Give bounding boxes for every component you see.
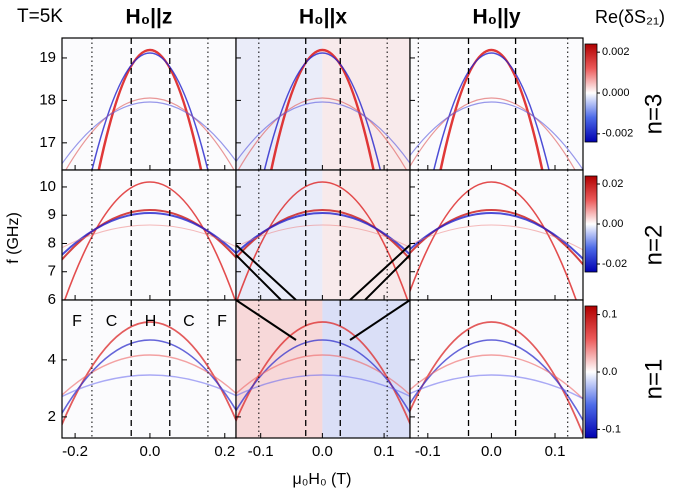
y-tick-label: 10 <box>39 178 56 195</box>
spectrum-trace <box>62 224 236 249</box>
x-tick-label: 0.0 <box>481 443 502 460</box>
panel <box>410 300 583 438</box>
colorbar-tick-label: 0.1 <box>602 309 617 321</box>
spectrum-trace <box>410 354 583 400</box>
y-tick-label: 19 <box>39 49 56 66</box>
spectrum-trace <box>237 97 408 170</box>
spectrum-trace <box>410 212 583 261</box>
x-tick-label: -0.1 <box>248 443 274 460</box>
spectrum-trace <box>236 354 410 396</box>
spectrum-trace <box>236 244 410 300</box>
bg-tint <box>322 170 410 300</box>
x-tick-label: 0.2 <box>214 443 235 460</box>
region-label: C <box>183 313 195 330</box>
colorbar <box>584 305 598 439</box>
spectrum-trace <box>62 209 236 262</box>
panel <box>62 300 236 438</box>
spectrum-trace <box>410 209 583 267</box>
spectrum-trace <box>410 101 583 170</box>
region-label: H <box>145 313 157 330</box>
colorbar-tick-label: -0.002 <box>602 128 633 140</box>
y-axis-label: f (GHz) <box>5 212 22 264</box>
y-tick-label: 8 <box>48 234 56 251</box>
spectrum-trace <box>62 212 236 257</box>
row-label: n=1 <box>640 359 667 400</box>
spectrum-trace <box>97 48 203 170</box>
panel <box>62 170 236 300</box>
spectrum-trace <box>236 374 410 398</box>
column-title: H₀||y <box>472 6 520 29</box>
colorbar-tick-label: 0.0 <box>602 366 617 378</box>
y-tick-label: 2 <box>48 408 56 425</box>
y-tick-label: 7 <box>48 263 56 280</box>
colorbar <box>584 175 598 273</box>
colorbar-tick-label: -0.1 <box>602 423 621 435</box>
panel <box>236 300 410 438</box>
y-tick-label: 9 <box>48 206 56 223</box>
spectrum-trace <box>269 48 375 170</box>
row-label: n=3 <box>640 94 667 135</box>
spectrum-trace <box>63 181 236 300</box>
panel-bg <box>62 38 236 170</box>
x-tick-label: 0.0 <box>312 443 333 460</box>
bg-tint <box>322 300 410 438</box>
x-tick-label: -0.2 <box>62 443 88 460</box>
colorbar-tick-label: 0.002 <box>602 46 630 58</box>
x-tick-label: 0.1 <box>374 443 395 460</box>
panel <box>410 38 583 170</box>
spectrum-trace <box>62 354 236 397</box>
panel-frame <box>409 299 584 439</box>
region-label: C <box>106 313 118 330</box>
panel-bg <box>410 38 583 170</box>
bg-tint <box>236 170 323 300</box>
spectrum-trace <box>410 181 577 300</box>
spectrum-trace <box>236 224 410 249</box>
spectrum-trace <box>65 97 235 170</box>
region-label: F <box>72 313 82 330</box>
region-label: F <box>217 313 227 330</box>
x-axis-label: μ₀H₀ (T) <box>293 471 352 488</box>
x-tick-label: 0.0 <box>140 443 161 460</box>
spectrum-trace <box>410 97 576 170</box>
column-title: H₀||z <box>126 6 173 29</box>
colorbar-tick-label: 0.000 <box>602 87 630 99</box>
colorbar-tick-label: 0.02 <box>602 178 623 190</box>
spectrum-trace <box>236 339 410 415</box>
row-label: n=2 <box>640 225 667 266</box>
y-tick-label: 18 <box>39 91 56 108</box>
column-title: H₀||x <box>299 6 347 29</box>
colorbar-tick-label: -0.02 <box>602 258 627 270</box>
y-tick-label: 4 <box>48 351 56 368</box>
spectrum-trace <box>91 52 209 170</box>
spectrum-trace <box>236 209 410 261</box>
spectrum-trace <box>236 212 410 257</box>
colorbar-title: Re(δS₂₁) <box>595 7 665 27</box>
panel <box>236 38 410 170</box>
spectrum-trace <box>236 101 410 165</box>
spectrum-trace <box>410 374 583 400</box>
panel <box>410 170 583 300</box>
colorbar-tick-label: 0.00 <box>602 218 623 230</box>
spectrum-trace <box>62 339 236 415</box>
bg-tint <box>236 300 323 438</box>
spectrum-trace <box>236 300 410 341</box>
panel <box>236 170 410 300</box>
spectrum-trace <box>433 52 550 170</box>
spectrum-trace <box>410 224 583 251</box>
spectrum-trace <box>62 101 236 165</box>
spectrum-trace <box>439 48 544 170</box>
y-tick-label: 6 <box>48 291 56 308</box>
spectrum-trace <box>62 374 236 398</box>
x-tick-label: -0.1 <box>415 443 441 460</box>
x-tick-label: 0.1 <box>545 443 566 460</box>
panel-bg <box>410 170 583 300</box>
temperature-label: T=5K <box>17 6 63 27</box>
panel <box>62 38 236 170</box>
colorbar <box>584 43 598 143</box>
spectrum-trace <box>263 52 382 170</box>
y-tick-label: 17 <box>39 134 56 151</box>
